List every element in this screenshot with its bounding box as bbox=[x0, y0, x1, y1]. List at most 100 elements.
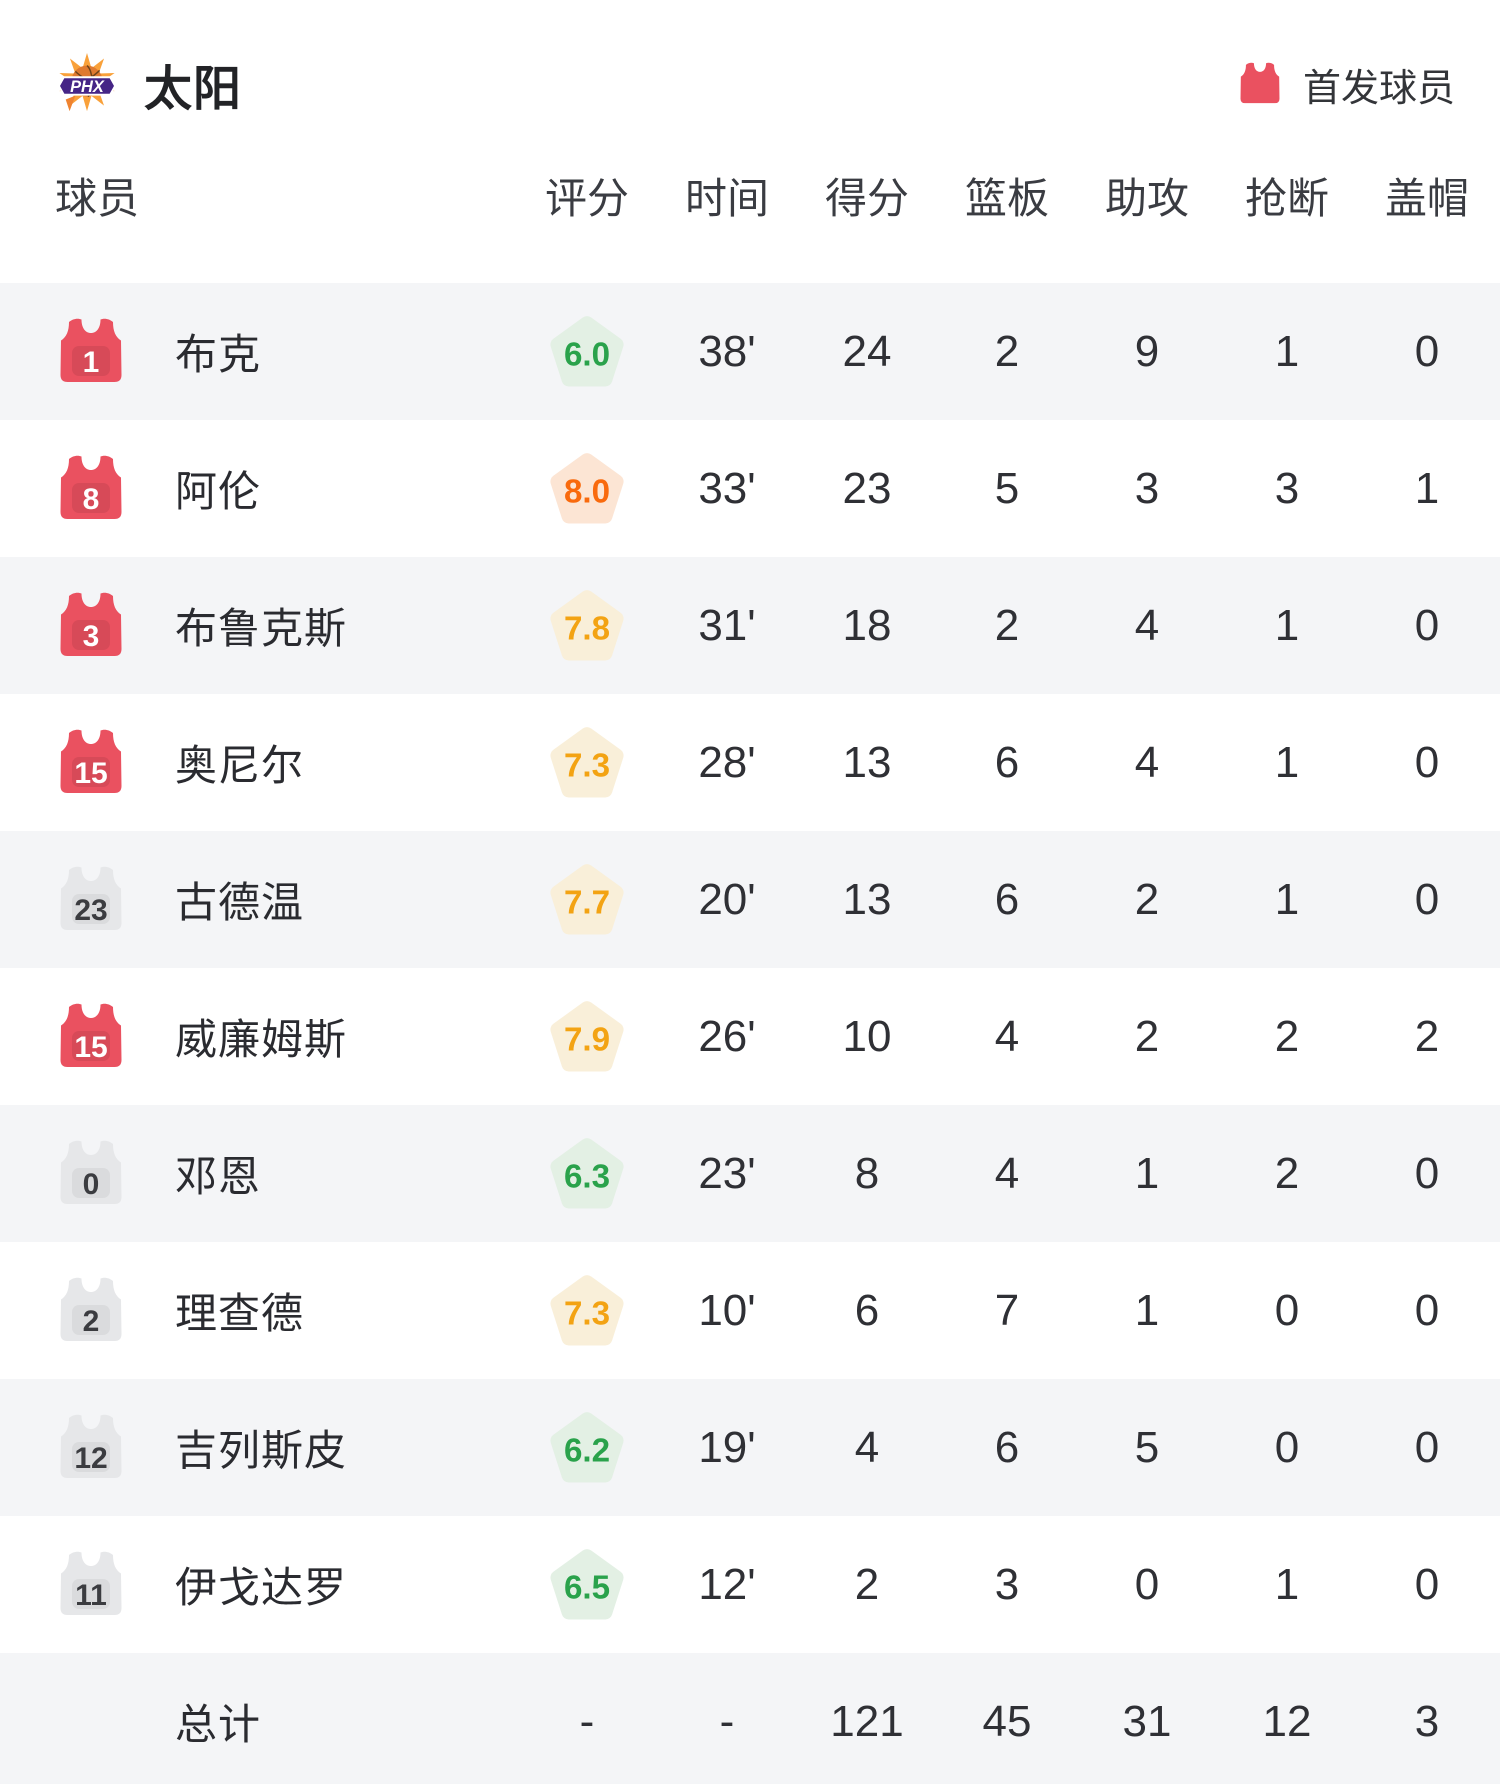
stat-time: 12' bbox=[698, 1559, 756, 1609]
jersey-cell: 1 bbox=[55, 316, 175, 388]
stat-time: 38' bbox=[698, 326, 756, 376]
stat-assists: 0 bbox=[1134, 1559, 1160, 1609]
rating-value: 7.7 bbox=[564, 884, 610, 921]
player-row[interactable]: 3 布鲁克斯 7.8 31' 18 2 4 1 0 bbox=[0, 557, 1500, 694]
player-row[interactable]: 15 威廉姆斯 7.9 26' 10 4 2 2 2 bbox=[0, 968, 1500, 1105]
stat-points: 2 bbox=[854, 1559, 880, 1609]
stat-time: 31' bbox=[698, 600, 756, 650]
stat-assists: 1 bbox=[1134, 1148, 1160, 1198]
stat-blocks: 0 bbox=[1414, 737, 1440, 787]
stat-steals: 0 bbox=[1274, 1285, 1300, 1335]
stat-assists: 2 bbox=[1134, 1011, 1160, 1061]
player-name: 布鲁克斯 bbox=[175, 605, 348, 652]
stat-steals: 2 bbox=[1274, 1148, 1300, 1198]
stat-steals: 3 bbox=[1274, 463, 1300, 513]
player-row[interactable]: 23 古德温 7.7 20' 13 6 2 1 0 bbox=[0, 831, 1500, 968]
jersey-cell: 3 bbox=[55, 590, 175, 662]
col-header-points: 得分 bbox=[824, 175, 909, 222]
stat-points: 4 bbox=[854, 1422, 880, 1472]
player-row[interactable]: 8 阿伦 8.0 33' 23 5 3 3 1 bbox=[0, 420, 1500, 557]
stat-points: 8 bbox=[854, 1148, 880, 1198]
rating-badge: 6.2 bbox=[517, 1406, 657, 1490]
stat-points: 10 bbox=[842, 1011, 892, 1061]
bench-jersey-icon: 23 bbox=[60, 866, 122, 930]
stat-rebounds: 3 bbox=[994, 1559, 1020, 1609]
total-stat-rebounds: 45 bbox=[982, 1696, 1032, 1746]
stat-time: 20' bbox=[698, 874, 756, 924]
stat-steals: 1 bbox=[1274, 874, 1300, 924]
player-name: 奥尼尔 bbox=[175, 742, 305, 789]
jersey-cell: 15 bbox=[55, 1001, 175, 1073]
stat-time: 26' bbox=[698, 1011, 756, 1061]
jersey-number: 1 bbox=[83, 346, 100, 379]
stat-blocks: 0 bbox=[1414, 600, 1440, 650]
stat-rebounds: 6 bbox=[994, 737, 1020, 787]
player-row[interactable]: 0 邓恩 6.3 23' 8 4 1 2 0 bbox=[0, 1105, 1500, 1242]
stat-time: 33' bbox=[698, 463, 756, 513]
starter-legend: 首发球员 bbox=[1237, 57, 1455, 112]
bench-jersey-icon: 0 bbox=[60, 1140, 122, 1204]
rating-value: 7.3 bbox=[564, 1295, 610, 1332]
jersey-number: 15 bbox=[74, 757, 107, 790]
stat-blocks: 0 bbox=[1414, 874, 1440, 924]
player-row[interactable]: 11 伊戈达罗 6.5 12' 2 3 0 1 0 bbox=[0, 1516, 1500, 1653]
col-header-player: 球员 bbox=[55, 175, 140, 222]
stat-steals: 1 bbox=[1274, 737, 1300, 787]
stat-rebounds: 2 bbox=[994, 600, 1020, 650]
jersey-number: 23 bbox=[74, 894, 107, 927]
stat-rebounds: 6 bbox=[994, 874, 1020, 924]
bench-jersey-icon: 2 bbox=[60, 1277, 122, 1341]
stat-time: 19' bbox=[698, 1422, 756, 1472]
rating-badge: 7.7 bbox=[517, 858, 657, 942]
player-row[interactable]: 1 布克 6.0 38' 24 2 9 1 0 bbox=[0, 283, 1500, 420]
stat-rebounds: 6 bbox=[994, 1422, 1020, 1472]
stat-blocks: 0 bbox=[1414, 1559, 1440, 1609]
rating-badge: 7.9 bbox=[517, 995, 657, 1079]
player-row[interactable]: 15 奥尼尔 7.3 28' 13 6 4 1 0 bbox=[0, 694, 1500, 831]
stat-assists: 2 bbox=[1134, 874, 1160, 924]
stat-points: 13 bbox=[842, 737, 892, 787]
stat-time: 23' bbox=[698, 1148, 756, 1198]
stat-steals: 1 bbox=[1274, 326, 1300, 376]
jersey-cell: 8 bbox=[55, 453, 175, 525]
stat-steals: 1 bbox=[1274, 600, 1300, 650]
rating-value: 7.9 bbox=[564, 1021, 610, 1058]
stat-rebounds: 7 bbox=[994, 1285, 1020, 1335]
team-name: 太阳 bbox=[144, 63, 243, 116]
stat-rebounds: 5 bbox=[994, 463, 1020, 513]
rating-value: 7.3 bbox=[564, 747, 610, 784]
player-name: 伊戈达罗 bbox=[175, 1564, 348, 1611]
stat-time: 28' bbox=[698, 737, 756, 787]
player-name: 理查德 bbox=[175, 1290, 305, 1337]
stat-assists: 1 bbox=[1134, 1285, 1160, 1335]
rating-value: 6.0 bbox=[564, 336, 610, 373]
stat-assists: 4 bbox=[1134, 737, 1160, 787]
stat-blocks: 0 bbox=[1414, 326, 1440, 376]
starter-jersey-icon: 15 bbox=[60, 1003, 122, 1067]
player-name: 布克 bbox=[175, 331, 262, 378]
player-name: 邓恩 bbox=[175, 1153, 262, 1200]
rating-badge: 6.3 bbox=[517, 1132, 657, 1216]
stat-blocks: 1 bbox=[1414, 463, 1440, 513]
player-row[interactable]: 12 吉列斯皮 6.2 19' 4 6 5 0 0 bbox=[0, 1379, 1500, 1516]
stat-points: 23 bbox=[842, 463, 892, 513]
stat-points: 6 bbox=[854, 1285, 880, 1335]
stat-assists: 9 bbox=[1134, 326, 1160, 376]
col-header-time: 时间 bbox=[684, 175, 769, 222]
starter-legend-label: 首发球员 bbox=[1302, 67, 1455, 110]
player-row[interactable]: 2 理查德 7.3 10' 6 7 1 0 0 bbox=[0, 1242, 1500, 1379]
rating-value: 8.0 bbox=[564, 473, 610, 510]
jersey-cell: 15 bbox=[55, 727, 175, 799]
jersey-cell: 12 bbox=[55, 1412, 175, 1484]
stat-blocks: 0 bbox=[1414, 1148, 1440, 1198]
stat-points: 24 bbox=[842, 326, 892, 376]
rating-badge: 7.3 bbox=[517, 1269, 657, 1353]
stat-blocks: 2 bbox=[1414, 1011, 1440, 1061]
stat-rebounds: 4 bbox=[994, 1148, 1020, 1198]
table-footer: 总计 - - 121 45 31 12 3 bbox=[0, 1653, 1500, 1784]
starter-jersey-icon: 15 bbox=[60, 729, 122, 793]
total-rating: - bbox=[579, 1696, 595, 1746]
stat-blocks: 0 bbox=[1414, 1285, 1440, 1335]
stat-blocks: 0 bbox=[1414, 1422, 1440, 1472]
jersey-number: 2 bbox=[83, 1305, 100, 1338]
